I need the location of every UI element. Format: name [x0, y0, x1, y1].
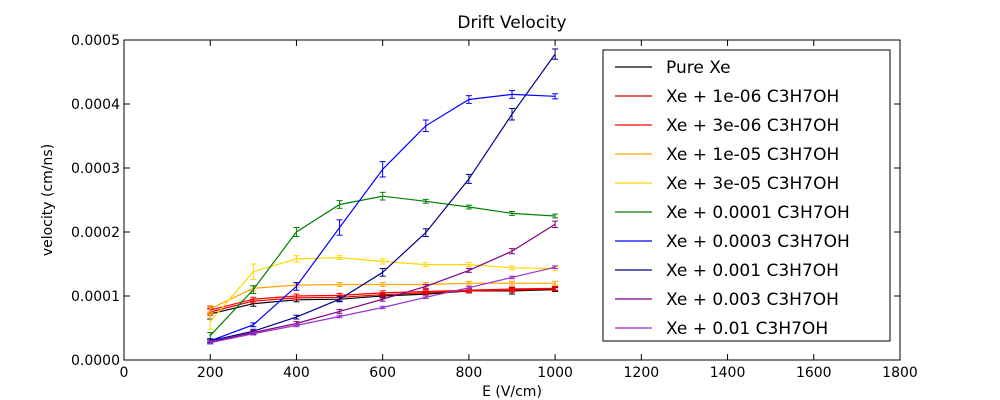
y-axis-label: velocity (cm/ns) — [40, 144, 56, 256]
series-6 — [207, 90, 559, 344]
legend-label: Xe + 3e-06 C3H7OH — [666, 116, 839, 136]
legend-box — [602, 49, 891, 342]
legend-label: Xe + 0.01 C3H7OH — [666, 319, 828, 339]
x-tick-label: 1600 — [796, 365, 832, 381]
series-5 — [207, 191, 559, 340]
y-tick-label: 0.0000 — [71, 353, 120, 369]
x-tick-label: 1800 — [882, 365, 918, 381]
x-tick-label: 1000 — [537, 365, 573, 381]
x-tick-label: 1200 — [624, 365, 660, 381]
x-axis: 0 200 400 600 800 1000 1200 1400 1600 1800 — [120, 40, 918, 381]
x-tick-label: 1400 — [710, 365, 746, 381]
series-2 — [207, 285, 559, 314]
legend-label: Xe + 1e-05 C3H7OH — [666, 145, 839, 165]
series-line — [209, 93, 556, 342]
x-tick-label: 400 — [283, 365, 310, 381]
legend-label: Xe + 0.0001 C3H7OH — [666, 203, 850, 223]
legend-label: Xe + 0.0003 C3H7OH — [666, 232, 850, 252]
legend-label: Pure Xe — [666, 58, 731, 78]
y-tick-label: 0.0003 — [71, 161, 120, 177]
legend: Pure Xe Xe + 1e-06 C3H7OH Xe + 3e-06 C3H7O… — [602, 49, 891, 342]
legend-label: Xe + 0.001 C3H7OH — [666, 261, 839, 281]
chart-title: Drift Velocity — [457, 13, 566, 33]
legend-label: Xe + 0.003 C3H7OH — [666, 290, 839, 310]
series-3 — [207, 280, 559, 313]
y-tick-label: 0.0001 — [71, 289, 120, 305]
y-axis: 0.0000 0.0001 0.0002 0.0003 0.0004 0.0005 — [71, 33, 900, 369]
x-axis-label: E (V/cm) — [482, 384, 542, 400]
series-layer — [207, 48, 559, 345]
legend-label: Xe + 3e-05 C3H7OH — [666, 174, 839, 194]
y-tick-label: 0.0004 — [71, 97, 120, 113]
legend-label: Xe + 1e-06 C3H7OH — [666, 87, 839, 107]
x-tick-label: 0 — [120, 365, 129, 381]
plot-frame — [123, 39, 901, 361]
series-line — [209, 195, 556, 337]
x-tick-label: 600 — [369, 365, 396, 381]
series-9 — [207, 265, 559, 345]
x-tick-label: 800 — [456, 365, 483, 381]
y-tick-label: 0.0002 — [71, 225, 120, 241]
x-tick-label: 200 — [197, 365, 224, 381]
y-tick-label: 0.0005 — [71, 33, 120, 49]
